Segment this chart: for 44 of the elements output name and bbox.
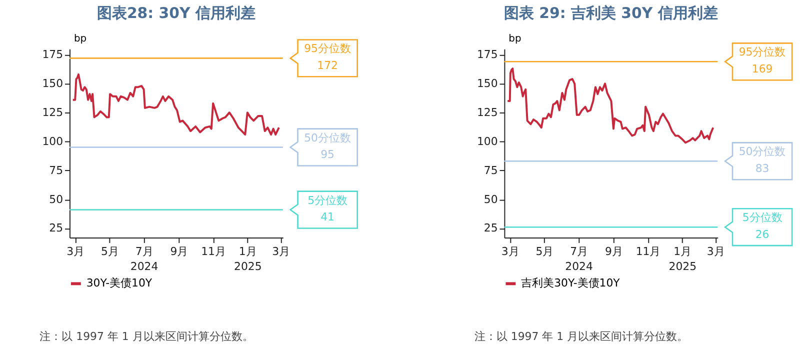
x-tick-label: 9月: [604, 244, 623, 258]
legend-label: 30Y-美债10Y: [86, 276, 152, 290]
ref-line-label: 95分位数 172: [304, 42, 351, 72]
y-tick-label: 100: [42, 134, 64, 148]
legend-label: 吉利美30Y-美债10Y: [521, 276, 620, 290]
x-tick-label: 9月: [170, 244, 188, 258]
y-tick-label: 75: [49, 164, 64, 177]
ref-line-label: 50分位数 83: [738, 145, 786, 176]
y-tick-label: 50: [484, 192, 498, 206]
y-tick-label: 175: [476, 48, 498, 62]
x-tick-label: 1月 2025: [668, 244, 697, 273]
y-tick-label: 25: [484, 222, 498, 235]
text: 注：以 1997 年 1 月以来区间计算分位数。: [474, 330, 688, 343]
x-tick-label: 11月: [636, 244, 661, 258]
x-tick-label: 5月: [100, 244, 119, 258]
x-tick-label: 3月: [66, 244, 85, 258]
ref-line-label: 5分位数 41: [308, 194, 348, 224]
y-axis-title: bp: [508, 33, 522, 44]
ref-line-label: 95分位数 169: [738, 46, 786, 76]
ref-line-label: 5分位数 26: [742, 211, 782, 242]
y-tick-label: 175: [42, 48, 64, 62]
x-tick-label: 7月 2024: [130, 244, 158, 273]
x-tick-label: 1月 2025: [234, 244, 262, 273]
y-tick-label: 100: [476, 134, 498, 148]
x-tick-label: 11月: [201, 244, 226, 258]
y-tick-label: 125: [42, 106, 64, 120]
x-tick-label: 5月: [536, 244, 554, 258]
y-tick-label: 50: [49, 192, 64, 206]
y-tick-label: 125: [476, 106, 498, 120]
x-tick-label: 3月: [706, 244, 725, 258]
line-series: [72, 73, 280, 136]
x-tick-label: 3月: [501, 244, 520, 258]
y-tick-label: 150: [476, 77, 498, 90]
text: 注：以 1997 年 1 月以来区间计算分位数。: [40, 330, 254, 343]
line-series: [506, 68, 714, 144]
ref-line-label: 50分位数 95: [304, 131, 351, 162]
x-tick-label: 7月 2024: [565, 244, 593, 273]
chart-title: 图表28: 30Y 信用利差: [96, 4, 256, 22]
chart-title: 图表 29: 吉利美 30Y 信用利差: [504, 4, 718, 22]
y-axis-title: bp: [74, 33, 87, 44]
y-tick-label: 25: [49, 222, 64, 235]
y-tick-label: 75: [484, 164, 498, 177]
x-tick-label: 3月: [272, 244, 290, 258]
y-tick-label: 150: [42, 77, 64, 90]
